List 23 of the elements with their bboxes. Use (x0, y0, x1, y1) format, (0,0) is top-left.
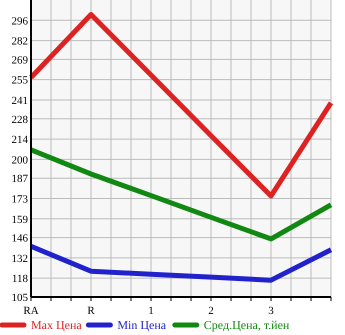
y-tick-label: 214 (12, 134, 28, 146)
y-tick-label: 296 (12, 15, 28, 28)
legend-label: Max Цена (31, 318, 82, 332)
y-tick-label: 132 (12, 252, 28, 265)
y-tick-label: 228 (12, 114, 28, 126)
legend-label: Сред.Цена, т.йен (204, 318, 290, 332)
y-tick-label: 269 (12, 54, 28, 66)
y-tick-label: 200 (12, 154, 28, 166)
y-tick-label: 118 (12, 273, 28, 286)
x-tick-label: RA (23, 305, 39, 317)
y-tick-label: 146 (12, 232, 28, 245)
y-tick-label: 255 (12, 74, 28, 87)
y-tick-label: 282 (12, 36, 28, 48)
x-tick-label: 1 (148, 305, 154, 317)
x-tick-label: 3 (268, 305, 274, 317)
y-tick-label: 159 (12, 214, 28, 226)
legend-label: Min Цена (117, 318, 167, 332)
y-tick-label: 173 (12, 193, 28, 206)
y-tick-label: 105 (12, 292, 28, 304)
x-tick-label: 2 (208, 305, 214, 317)
x-tick-label: R (87, 305, 96, 317)
y-tick-label: 187 (12, 173, 28, 186)
y-tick-label: 241 (12, 94, 28, 107)
